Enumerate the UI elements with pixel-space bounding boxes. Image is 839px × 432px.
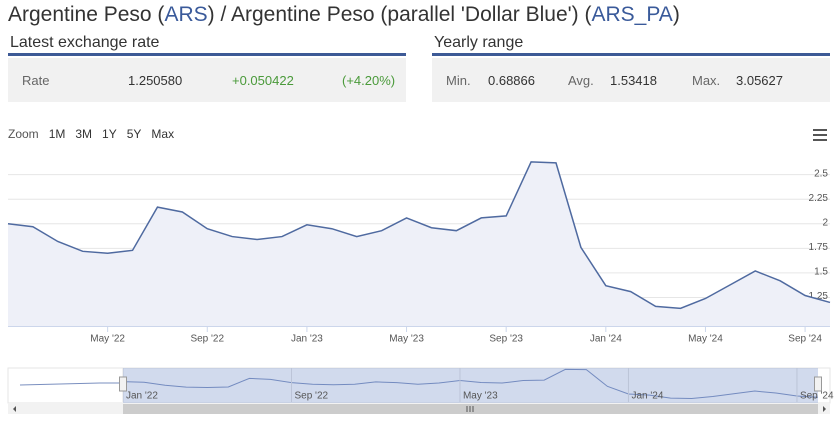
navigator-tick-label: Sep '24 [800,391,834,402]
rate-label: Rate [22,73,50,88]
title-link[interactable]: ARS [164,3,208,26]
menu-bar [813,139,827,141]
zoom-button[interactable]: Max [151,127,175,141]
max-label: Max. [692,73,721,88]
title-text: ) [672,3,680,26]
series-line [7,161,831,310]
navigator-bg [7,367,831,404]
scroll-right-arrow[interactable] [823,406,826,412]
y-tick-label: 2.5 [814,168,828,179]
scroll-left-arrow[interactable] [13,406,16,412]
zoom-button[interactable]: 5Y [126,127,142,141]
panel-body: Min. 0.68866 Avg. 1.53418 Max. 3.05627 [432,58,830,102]
x-tick-label: Sep '22 [190,334,224,345]
menu-button[interactable] [813,129,827,141]
x-tick-label: Jan '24 [590,334,622,345]
zoom-label: Zoom [8,127,39,141]
min-value: 0.68866 [488,73,535,88]
rate-change-pct: (+4.20%) [342,73,396,88]
min-label: Min. [446,73,471,88]
avg-label: Avg. [568,73,594,88]
x-tick-label: May '23 [389,334,424,345]
navigator-history [19,382,123,386]
title-text: ) / Argentine Peso (parallel 'Dollar Blu… [207,3,592,26]
y-tick-label: 1.5 [814,267,828,278]
rate-value: 1.250580 [128,73,183,88]
title-text: Argentine Peso ( [8,3,165,26]
panel-title: Latest exchange rate [8,34,406,56]
y-tick-label: 2 [822,217,828,228]
y-tick-label: 1.75 [809,242,829,253]
navigator-line [122,368,819,399]
max-value: 3.05627 [736,73,783,88]
title-link[interactable]: ARS_PA [591,3,673,26]
menu-bar [813,129,827,131]
panel-body: Rate 1.250580 +0.050422 (+4.20%) [8,58,406,102]
x-tick-label: May '22 [90,334,125,345]
navigator-tick-label: Jan '24 [631,391,663,402]
x-tick-label: May '24 [688,334,723,345]
yearly-panel: Yearly range Min. 0.68866 Avg. 1.53418 M… [432,34,830,102]
rate-change: +0.050422 [232,73,294,88]
y-tick-label: 2.25 [809,193,829,204]
panel-title: Yearly range [432,34,830,56]
x-tick-label: Sep '24 [788,334,822,345]
x-tick-label: Jan '23 [291,334,323,345]
scrollbar-grip [466,406,474,412]
zoom-bar: Zoom 1M 3M 1Y 5Y Max [8,127,179,141]
navigator-tick-label: Jan '22 [126,391,158,402]
y-tick-label: 1.25 [809,291,829,302]
navigator-mask[interactable] [123,368,818,403]
zoom-button[interactable]: 1M [48,127,66,141]
zoom-button[interactable]: 1Y [102,127,117,141]
x-tick-label: Sep '23 [489,334,523,345]
page-title: Argentine Peso (ARS) / Argentine Peso (p… [8,3,680,27]
area-fill [8,161,830,326]
latest-panel: Latest exchange rate Rate 1.250580 +0.05… [8,34,406,102]
navigator-handle[interactable] [119,376,127,392]
avg-value: 1.53418 [610,73,657,88]
menu-bar [813,134,827,136]
navigator-tick-label: Sep '22 [294,391,328,402]
zoom-button[interactable]: 3M [75,127,93,141]
navigator-tick-label: May '23 [463,391,498,402]
navigator-handle[interactable] [814,376,822,392]
